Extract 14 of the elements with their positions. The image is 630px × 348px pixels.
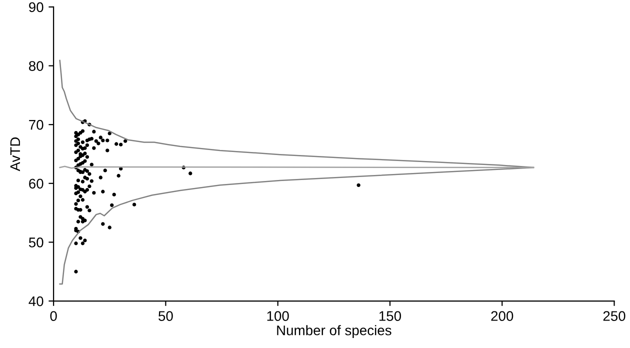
x-tick-label: 100 [267,311,289,321]
y-tick-label: 40 [28,296,44,306]
x-tick-label: 200 [491,311,514,321]
y-tick-label: 50 [28,238,44,248]
x-axis-title: Number of species [277,325,392,338]
x-tick-label: 50 [158,311,173,321]
y-axis-title: AvTD [10,137,20,172]
y-tick-label: 80 [28,61,44,71]
y-tick-label: 90 [29,2,44,12]
x-tick-label: 0 [50,311,57,321]
y-tick-label: 70 [29,120,44,130]
x-tick-label: 150 [379,311,402,321]
x-tick-label: 250 [603,311,626,321]
y-tick-label: 60 [29,178,44,189]
